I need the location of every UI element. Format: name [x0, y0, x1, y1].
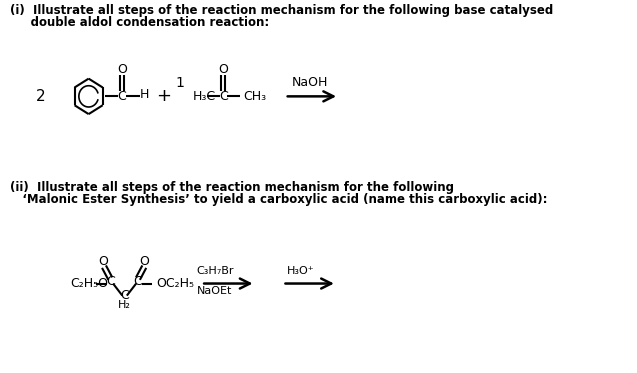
Text: H: H: [140, 88, 149, 101]
Text: H₂: H₂: [118, 301, 131, 310]
Text: C₃H₇Br: C₃H₇Br: [196, 266, 234, 276]
Text: C₂H₅O: C₂H₅O: [71, 277, 108, 290]
Text: CH₃: CH₃: [243, 90, 266, 103]
Text: NaOEt: NaOEt: [197, 286, 233, 297]
Text: O: O: [218, 63, 228, 76]
Text: NaOH: NaOH: [292, 76, 328, 89]
Text: (i)  Illustrate all steps of the reaction mechanism for the following base catal: (i) Illustrate all steps of the reaction…: [10, 4, 554, 17]
Text: C: C: [106, 275, 115, 288]
Text: ‘Malonic Ester Synthesis’ to yield a carboxylic acid (name this carboxylic acid): ‘Malonic Ester Synthesis’ to yield a car…: [10, 193, 548, 206]
Text: OC₂H₅: OC₂H₅: [156, 277, 194, 290]
Text: C: C: [118, 90, 126, 103]
Text: H₃C: H₃C: [192, 90, 216, 103]
Text: C: C: [134, 275, 142, 288]
Text: O: O: [117, 63, 127, 76]
Text: +: +: [156, 87, 171, 105]
Text: O: O: [140, 255, 149, 268]
Text: 1: 1: [175, 76, 184, 90]
Text: O: O: [98, 255, 108, 268]
Text: H₃O⁺: H₃O⁺: [287, 266, 315, 276]
Text: double aldol condensation reaction:: double aldol condensation reaction:: [10, 16, 269, 29]
Text: C: C: [120, 289, 129, 302]
Text: 2: 2: [36, 89, 46, 104]
Text: C: C: [219, 90, 227, 103]
Text: (ii)  Illustrate all steps of the reaction mechanism for the following: (ii) Illustrate all steps of the reactio…: [10, 181, 454, 194]
